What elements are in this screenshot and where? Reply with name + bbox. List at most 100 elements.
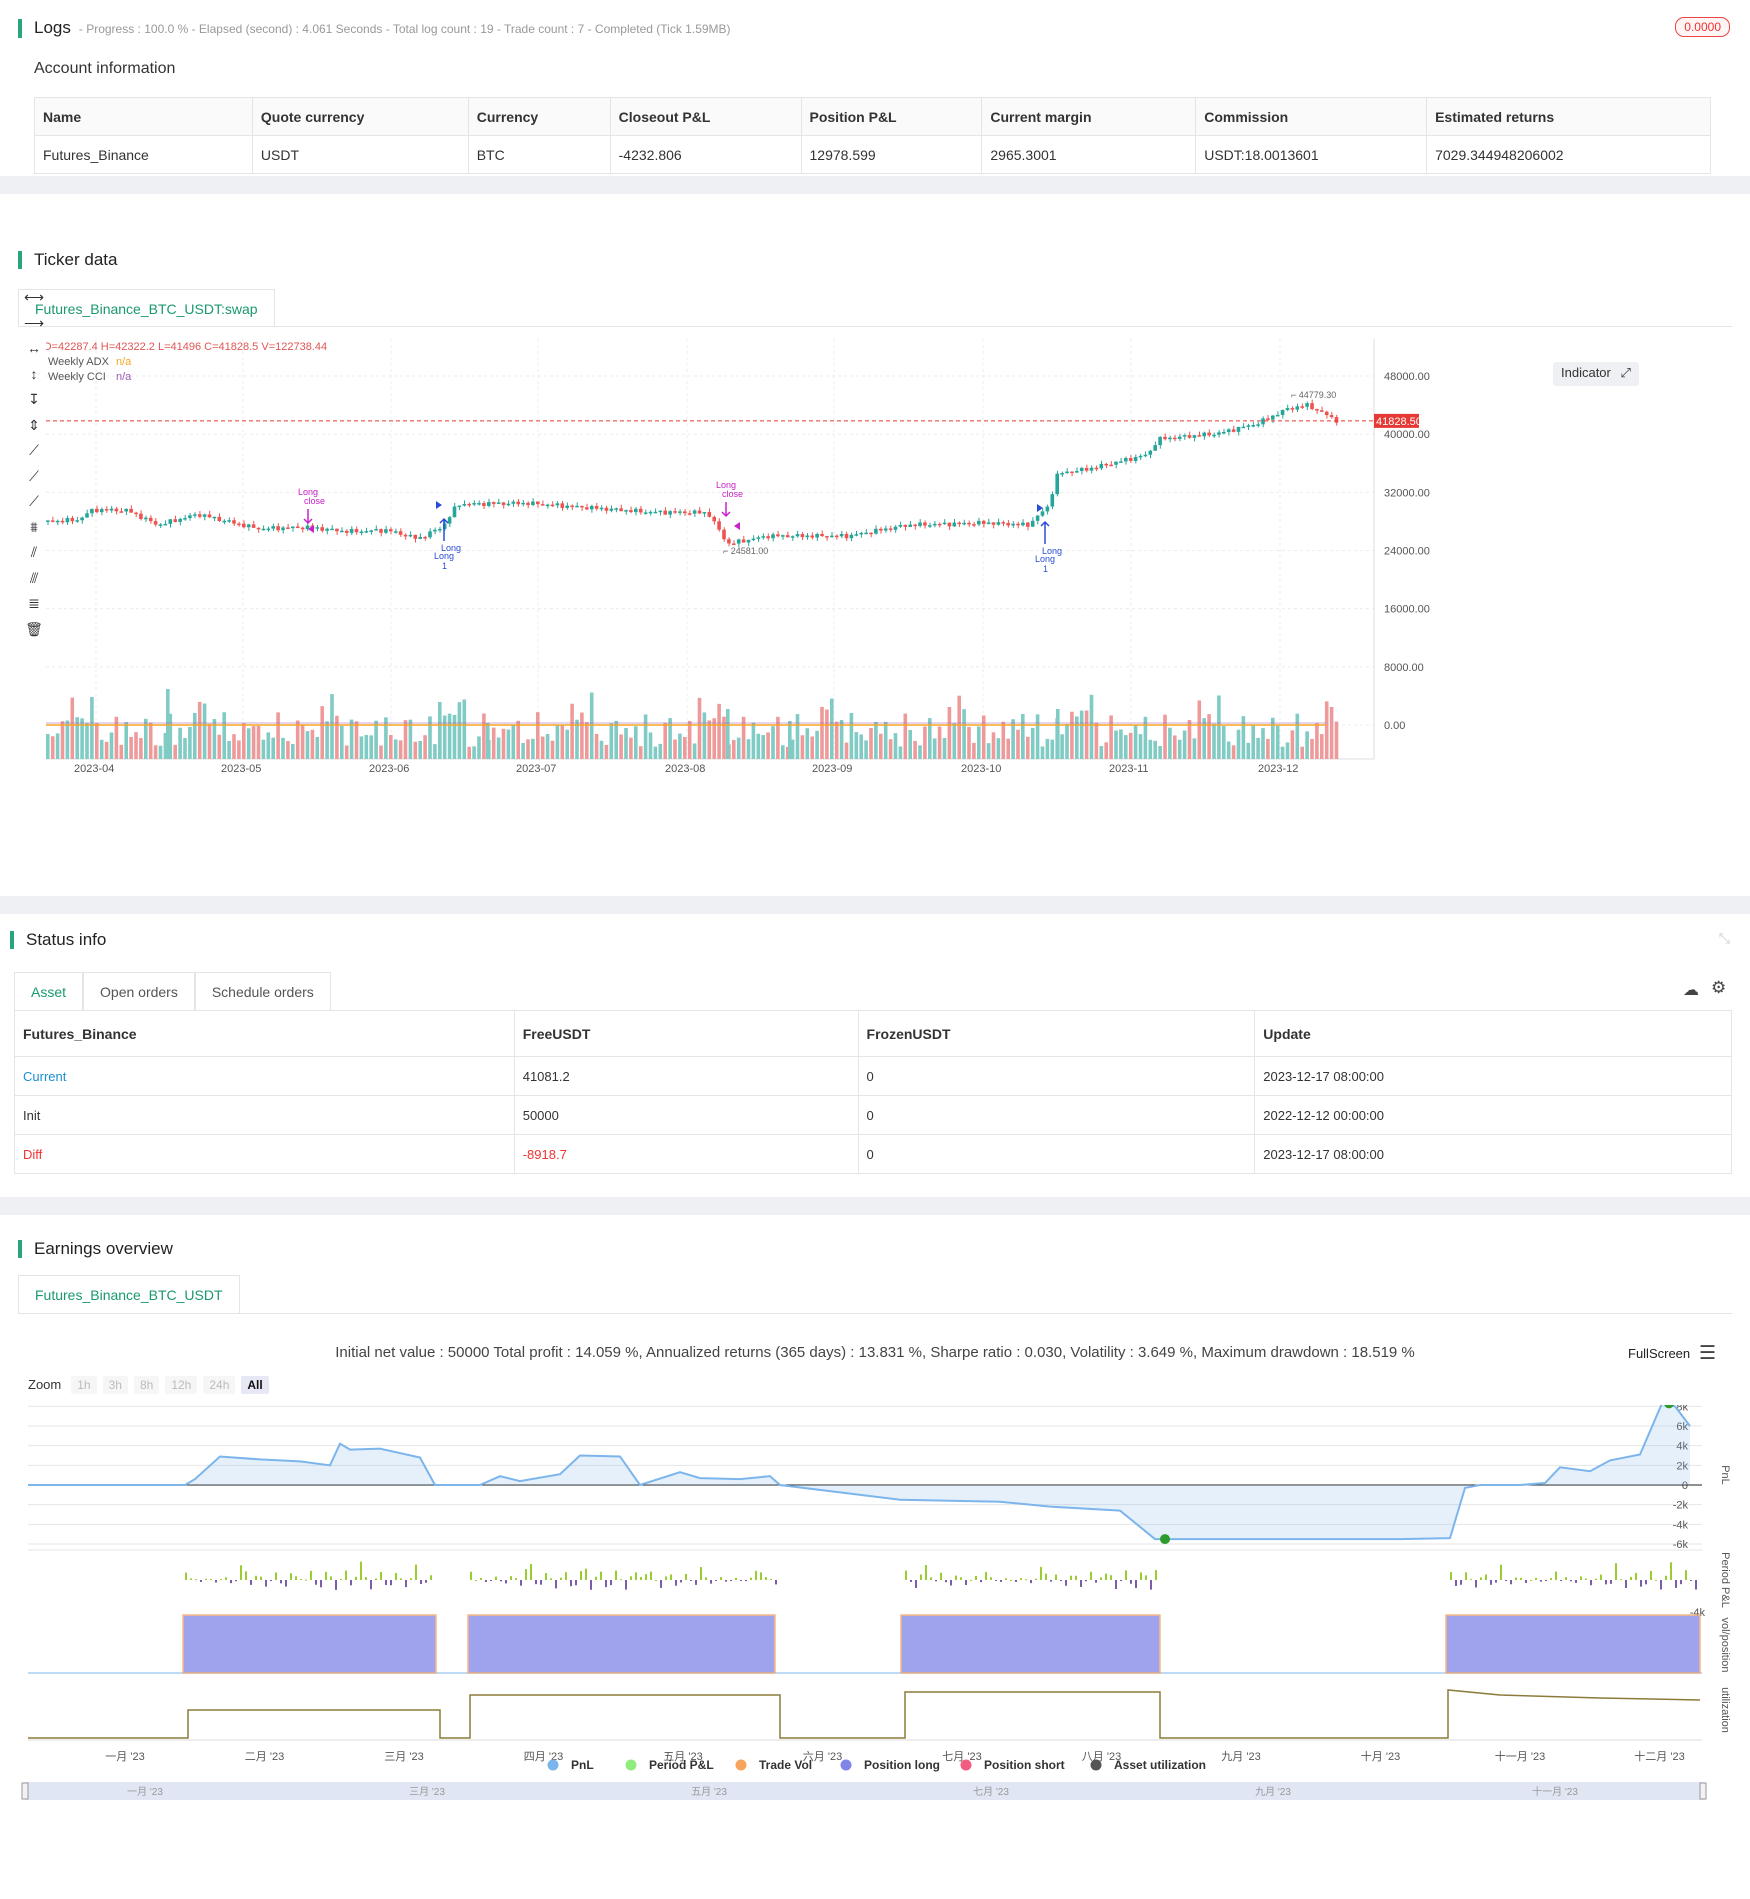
zoom-8h-button[interactable]: 8h bbox=[133, 1376, 160, 1394]
legend-item[interactable]: Period P&L bbox=[649, 1758, 714, 1772]
volume-bar bbox=[408, 719, 413, 759]
period-pnl-bar bbox=[635, 1572, 637, 1580]
volume-bar bbox=[46, 734, 50, 759]
month-tick-label: 四月 '23 bbox=[524, 1751, 563, 1763]
candle bbox=[932, 523, 937, 526]
trend-line-tool-icon[interactable]: ⟋ bbox=[29, 442, 39, 458]
period-pnl-bar bbox=[325, 1571, 327, 1580]
period-pnl-bar bbox=[990, 1577, 992, 1580]
fib-tool-icon[interactable]: ≣ bbox=[28, 595, 40, 611]
legend-item[interactable]: PnL bbox=[571, 1758, 594, 1772]
ray-tool-icon[interactable]: ⟶ bbox=[24, 314, 45, 331]
price-range-tool-icon[interactable]: ⩩ bbox=[30, 518, 38, 535]
volume-bar bbox=[942, 738, 947, 759]
tab-open-orders[interactable]: Open orders bbox=[83, 972, 195, 1010]
volume-bar bbox=[1056, 709, 1060, 759]
volume-bar bbox=[580, 712, 584, 759]
period-pnl-bar bbox=[1595, 1578, 1597, 1580]
volume-bar bbox=[977, 726, 981, 759]
zoom-12h-button[interactable]: 12h bbox=[165, 1376, 198, 1394]
volume-bar bbox=[952, 723, 957, 759]
vsegment-tool-icon[interactable]: ⇕ bbox=[28, 416, 40, 433]
candle bbox=[295, 526, 300, 528]
candle bbox=[854, 534, 859, 536]
legend-item[interactable]: Position short bbox=[984, 1758, 1065, 1772]
pnl-tick-label: 4k bbox=[1676, 1441, 1688, 1453]
period-pnl-bar bbox=[1645, 1580, 1647, 1585]
candle bbox=[153, 521, 158, 525]
zoom-1h-button[interactable]: 1h bbox=[71, 1376, 97, 1394]
indicator-button[interactable]: Indicator ⤢ bbox=[1553, 362, 1639, 386]
volume-bar bbox=[1163, 714, 1167, 759]
tab-schedule-orders[interactable]: Schedule orders bbox=[194, 972, 331, 1010]
tab-earnings-symbol[interactable]: Futures_Binance_BTC_USDT bbox=[18, 1275, 240, 1313]
volume-bar bbox=[1182, 730, 1187, 759]
vline-tool-icon[interactable]: ↕ bbox=[30, 365, 38, 382]
axis-title: vol/position bbox=[1719, 1617, 1731, 1672]
candle bbox=[785, 535, 790, 538]
candle bbox=[849, 534, 854, 539]
candle bbox=[1320, 410, 1324, 412]
candle bbox=[291, 526, 295, 529]
legend-item[interactable]: Trade Vol bbox=[759, 1758, 812, 1772]
trend-ray-tool-icon[interactable]: ⟋ bbox=[29, 467, 39, 484]
position-long-block bbox=[467, 1614, 776, 1674]
candle bbox=[830, 535, 834, 538]
candle bbox=[403, 534, 408, 537]
period-pnl-bar bbox=[590, 1580, 592, 1590]
volume-bar bbox=[325, 721, 329, 759]
period-pnl-bar bbox=[720, 1577, 722, 1580]
period-pnl-bar bbox=[950, 1580, 952, 1586]
vray-tool-icon[interactable]: ↧ bbox=[28, 391, 40, 407]
extended-line-tool-icon[interactable]: ↔ bbox=[27, 340, 41, 356]
period-pnl-bar bbox=[665, 1576, 667, 1580]
collapse-icon[interactable]: ⤡ bbox=[1718, 930, 1730, 946]
parallel-channel-tool-icon[interactable]: ⫽ bbox=[30, 544, 38, 560]
tab-asset[interactable]: Asset bbox=[14, 972, 84, 1010]
candle bbox=[1226, 429, 1231, 432]
candle bbox=[354, 529, 359, 533]
candlestick-chart[interactable]: 48000.00 40000.00 32000.00 24000.00 16000.00… bbox=[46, 339, 1746, 869]
candle bbox=[1173, 437, 1177, 440]
period-pnl-bar bbox=[740, 1580, 742, 1581]
candle bbox=[683, 511, 687, 514]
candle bbox=[913, 524, 917, 527]
account-col-header: Current margin bbox=[981, 97, 1197, 136]
navigator-handle-left[interactable] bbox=[21, 1782, 29, 1800]
period-pnl-bar bbox=[1470, 1579, 1472, 1581]
hline-tool-icon[interactable]: ⟷ bbox=[24, 289, 45, 305]
zoom-3h-button[interactable]: 3h bbox=[102, 1376, 128, 1394]
tab-ticker-symbol[interactable]: Futures_Binance_BTC_USDT:swap bbox=[18, 289, 275, 327]
zoom-24h-button[interactable]: 24h bbox=[203, 1376, 236, 1394]
volume-bar bbox=[986, 743, 991, 759]
segment-tool-icon[interactable]: ⟋ bbox=[29, 493, 39, 509]
month-tick-label: 九月 '23 bbox=[1221, 1750, 1260, 1763]
period-pnl-bar bbox=[1125, 1570, 1127, 1580]
period-pnl-bar bbox=[1560, 1580, 1562, 1581]
period-pnl-bar bbox=[1465, 1572, 1467, 1580]
navigator-handle-right[interactable] bbox=[1699, 1782, 1707, 1800]
cloud-download-icon[interactable]: ☁ bbox=[1683, 982, 1699, 999]
legend-item[interactable]: Asset utilization bbox=[1114, 1758, 1206, 1772]
navigator-range[interactable] bbox=[25, 1782, 1705, 1800]
trash-icon[interactable]: 🗑 bbox=[25, 620, 43, 637]
volume-bar bbox=[222, 712, 226, 759]
candle bbox=[580, 505, 584, 508]
period-pnl-bar bbox=[925, 1564, 927, 1580]
asset-col-header: Update bbox=[1254, 1010, 1732, 1057]
period-pnl-bar bbox=[485, 1580, 487, 1583]
settings-gear-icon[interactable]: ⚙ bbox=[1711, 978, 1727, 997]
period-pnl-bar bbox=[425, 1580, 427, 1583]
zoom-all-button[interactable]: All bbox=[241, 1376, 269, 1394]
menu-icon[interactable]: ☰ bbox=[1699, 1343, 1717, 1364]
period-pnl-bar bbox=[1480, 1577, 1482, 1580]
fullscreen-button[interactable]: FullScreen bbox=[1628, 1346, 1690, 1361]
candle bbox=[158, 524, 163, 526]
volume-bar bbox=[697, 697, 702, 759]
legend-item[interactable]: Position long bbox=[864, 1758, 940, 1772]
candle bbox=[1094, 467, 1099, 470]
pitchfork-tool-icon[interactable]: ⫻ bbox=[29, 569, 39, 586]
volume-bar bbox=[207, 723, 212, 759]
candle bbox=[1295, 406, 1300, 410]
